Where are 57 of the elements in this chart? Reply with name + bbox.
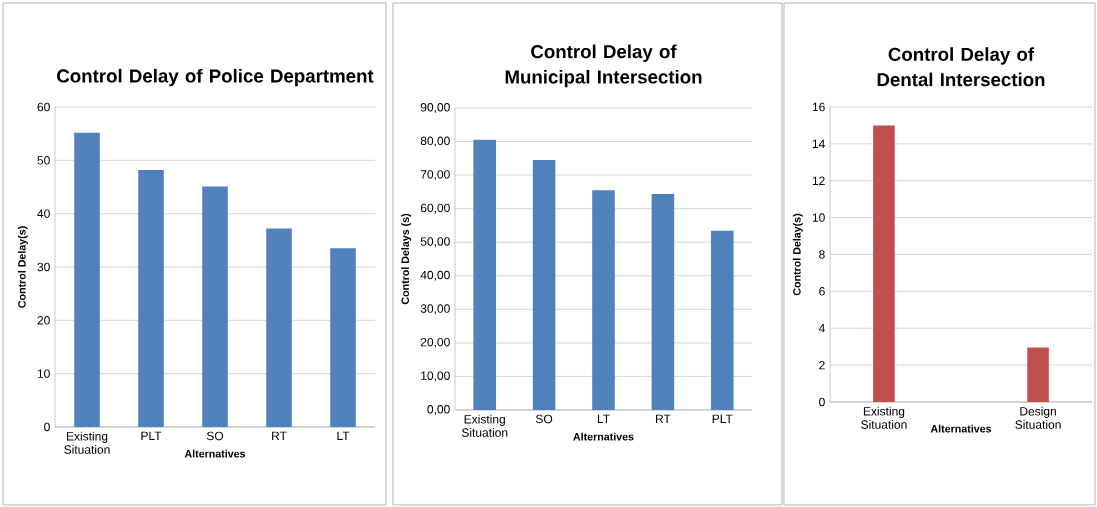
y-tick-label: 12 xyxy=(812,176,825,185)
x-tick-label: SO xyxy=(535,414,553,424)
y-tick-label: 50 xyxy=(37,156,50,165)
bar xyxy=(592,190,615,410)
bar xyxy=(266,228,292,427)
y-tick-label: 10,00 xyxy=(421,371,450,382)
chart-title: Control Delay of Dental Intersection xyxy=(877,47,1045,87)
bar xyxy=(138,169,164,427)
y-tick-label: 50,00 xyxy=(420,237,450,248)
x-tick-label: Design Situation xyxy=(1015,406,1061,429)
bar xyxy=(74,132,100,427)
x-tick-label: RT xyxy=(655,414,671,423)
bar xyxy=(651,193,675,410)
y-tick-label: 20,00 xyxy=(420,337,450,348)
chart-title: Control Delay of Police Department xyxy=(57,68,374,87)
y-tick-label: 90,00 xyxy=(420,103,450,113)
y-tick-label: 70,00 xyxy=(420,170,450,181)
y-tick-label: 40,00 xyxy=(420,270,450,281)
y-tick-label: 30 xyxy=(37,262,50,272)
x-tick-label: RT xyxy=(272,431,287,440)
bar xyxy=(330,248,356,427)
bar xyxy=(711,230,734,410)
y-tick-label: 60,00 xyxy=(420,203,450,214)
y-tick-label: 4 xyxy=(818,324,825,333)
y-tick-label: 60 xyxy=(37,102,50,112)
y-tick-label: 0 xyxy=(819,397,825,407)
y-tick-label: 14 xyxy=(812,139,825,148)
bar xyxy=(532,160,556,410)
y-tick-label: 8 xyxy=(819,250,825,259)
y-tick-label: 0 xyxy=(44,422,50,432)
y-tick-label: 20 xyxy=(37,316,50,325)
x-tick-label: LT xyxy=(597,414,610,423)
x-tick-label: Existing Situation xyxy=(461,414,508,437)
x-tick-label: PLT xyxy=(141,431,162,440)
x-axis-title: Alternatives xyxy=(184,449,246,458)
bar xyxy=(473,139,496,410)
y-tick-label: 6 xyxy=(819,287,825,296)
y-axis-title: Control Delays (s) xyxy=(401,213,412,305)
y-tick-label: 80,00 xyxy=(420,136,450,147)
y-axis-title: Control Delay(s) xyxy=(17,226,28,308)
bar xyxy=(202,186,228,427)
y-tick-label: 10 xyxy=(37,369,50,378)
y-tick-label: 30,00 xyxy=(420,304,450,315)
y-tick-label: 0,00 xyxy=(427,405,450,415)
x-tick-label: Existing Situation xyxy=(861,406,907,429)
x-tick-label: SO xyxy=(206,431,224,441)
x-axis-title: Alternatives xyxy=(573,432,634,441)
x-tick-label: Existing Situation xyxy=(64,431,110,454)
x-tick-label: LT xyxy=(337,431,350,440)
y-tick-label: 2 xyxy=(819,360,825,370)
y-tick-label: 16 xyxy=(812,102,825,112)
chart-title: Control Delay of Municipal Intersection xyxy=(505,44,702,88)
x-axis-title: Alternatives xyxy=(930,424,992,433)
y-tick-label: 10 xyxy=(812,213,825,222)
y-axis-title: Control Delay(s) xyxy=(792,213,803,296)
y-tick-label: 40 xyxy=(37,209,50,218)
x-tick-label: PLT xyxy=(712,414,733,423)
